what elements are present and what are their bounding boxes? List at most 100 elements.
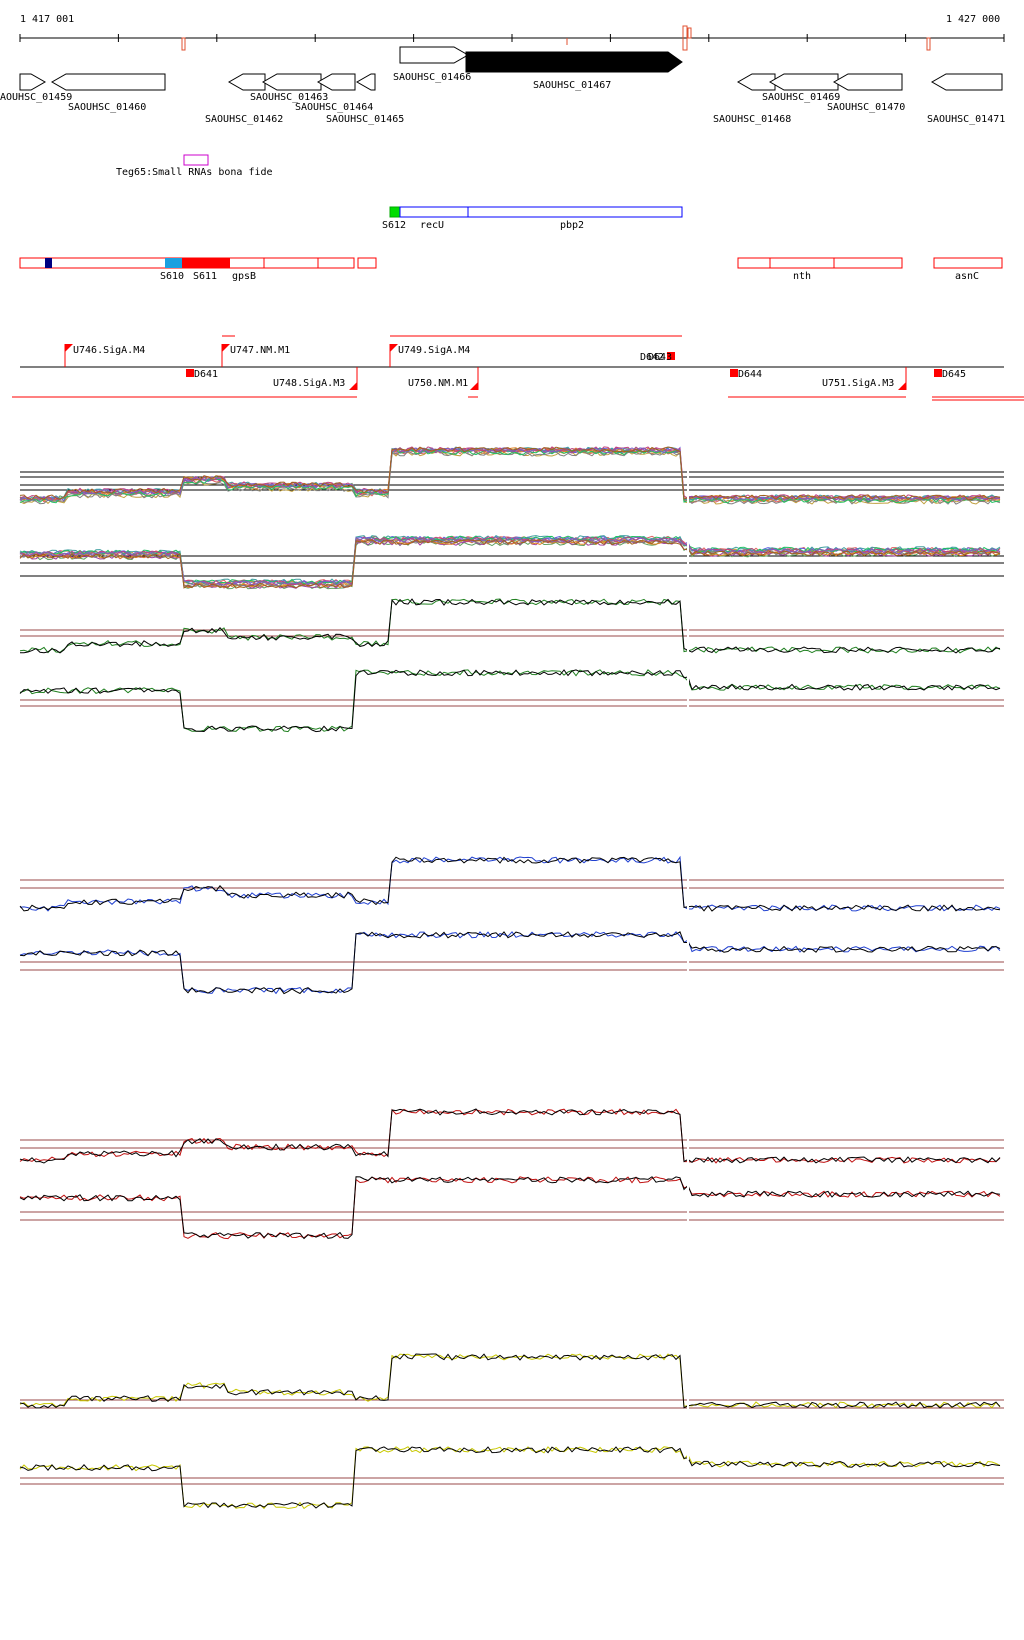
gene-arrow[interactable] [399, 46, 470, 64]
gene-arrow[interactable] [768, 73, 839, 91]
operon-label: gpsB [232, 271, 256, 282]
expression-line [19, 1353, 1001, 1409]
expression-line [19, 931, 1001, 995]
terminator-marker[interactable] [934, 369, 942, 377]
terminator-marker[interactable] [186, 369, 194, 377]
operon-segment-pbp2[interactable] [467, 206, 683, 218]
expression-line [19, 446, 1001, 501]
gene-label: SAOUHSC_01467 [533, 80, 611, 91]
expression-line [19, 856, 1001, 912]
srna-box[interactable] [183, 154, 209, 166]
gene-arrow[interactable] [227, 73, 266, 91]
terminator-marker[interactable] [730, 369, 738, 377]
operon-label: S612 [382, 220, 406, 231]
operon-segment-s612[interactable] [389, 206, 401, 218]
gene-arrow[interactable] [930, 73, 1003, 91]
expression-line [19, 598, 1001, 654]
expression-line [19, 536, 1001, 587]
gene-label: SAOUHSC_01471 [927, 114, 1005, 125]
gene-arrow[interactable] [50, 73, 166, 91]
ruler-ticks [19, 34, 1005, 42]
operon-segment-s611[interactable] [182, 258, 230, 268]
operon-label: asnC [955, 271, 979, 282]
gene-arrow[interactable] [19, 73, 47, 91]
operon-segment-recu[interactable] [399, 206, 469, 218]
promoter-label: U749.SigA.M4 [398, 345, 470, 356]
gene-label: SAOUHSC_01465 [326, 114, 404, 125]
gene-arrow[interactable] [465, 51, 683, 73]
expression-tracks [19, 440, 1004, 1510]
terminator-marker[interactable] [667, 352, 675, 360]
expression-line [19, 931, 1001, 995]
operon-label: pbp2 [560, 220, 584, 231]
terminator-label: D645 [942, 369, 966, 380]
expression-line [19, 1176, 1001, 1240]
promoter-label: U751.SigA.M3 [822, 378, 894, 389]
gene-arrow[interactable] [355, 73, 376, 91]
promoter-label: U746.SigA.M4 [73, 345, 145, 356]
gene-label: SAOUHSC_01470 [827, 102, 905, 113]
terminator-label: D644 [738, 369, 762, 380]
gene-arrow[interactable] [316, 73, 356, 91]
promoter-flag[interactable] [65, 344, 73, 352]
expression-line [19, 538, 1001, 589]
end-coordinate: 1 427 000 [946, 14, 1000, 25]
promoter-label: U748.SigA.M3 [273, 378, 345, 389]
promoter-label: U750.NM.M1 [408, 378, 468, 389]
expression-line [19, 448, 1001, 503]
operon-frame-asnc[interactable] [933, 257, 1003, 269]
expression-line [19, 598, 1001, 654]
gene-arrow[interactable] [832, 73, 903, 91]
expression-line [19, 449, 1001, 504]
start-coordinate: 1 417 001 [20, 14, 74, 25]
terminator-label: D642 [640, 352, 664, 363]
operon-label: nth [793, 271, 811, 282]
promoter-flag[interactable] [390, 344, 398, 352]
expression-line [19, 447, 1001, 502]
operon-track: S612 recU pbp2 S610 S611 gpsB nth asnC [19, 206, 1003, 282]
gene-arrow[interactable] [261, 73, 322, 91]
ruler-mark [181, 37, 186, 51]
operon-segment-s610[interactable] [165, 258, 182, 268]
expression-line [19, 855, 1001, 912]
expression-line [19, 539, 1001, 589]
operon-label: S611 [193, 271, 217, 282]
operon-label: S610 [160, 271, 184, 282]
gene-label: AOUHSC_01459 [0, 92, 72, 103]
expression-line [19, 537, 1001, 587]
promoter-terminator-track: U746.SigA.M4 U747.NM.M1 U749.SigA.M4 U748.S… [12, 335, 1024, 401]
promoter-flag[interactable] [222, 344, 230, 352]
operon-segment[interactable] [357, 257, 377, 269]
gene-label: SAOUHSC_01468 [713, 114, 791, 125]
gene-label: SAOUHSC_01462 [205, 114, 283, 125]
expression-line [19, 1446, 1001, 1509]
operon-label: recU [420, 220, 444, 231]
gene-label: SAOUHSC_01463 [250, 92, 328, 103]
terminator-label: D641 [194, 369, 218, 380]
ruler-mark [682, 25, 688, 51]
gene-label: SAOUHSC_01466 [393, 72, 471, 83]
gene-label: SAOUHSC_01469 [762, 92, 840, 103]
gene-arrow[interactable] [736, 73, 776, 91]
srna-label: Teg65:Small RNAs bona fide [116, 167, 273, 178]
promoter-flag[interactable] [349, 382, 357, 390]
coordinate-ruler: 1 417 001 1 427 000 [19, 14, 1005, 51]
promoter-flag[interactable] [898, 382, 906, 390]
ruler-highlight-marks [181, 25, 931, 51]
gene-label: SAOUHSC_01460 [68, 102, 146, 113]
expression-line [19, 669, 1001, 733]
expression-line [19, 1176, 1001, 1240]
expression-line [19, 1108, 1001, 1164]
promoter-label: U747.NM.M1 [230, 345, 290, 356]
ruler-mark [687, 27, 692, 39]
terminator-label: D643 [648, 352, 672, 363]
ruler-mark [926, 37, 931, 51]
operon-frame-nth[interactable] [737, 257, 903, 269]
operon-marker [45, 258, 52, 268]
expression-line [19, 669, 1001, 733]
promoter-flag[interactable] [470, 382, 478, 390]
srna-track: Teg65:Small RNAs bona fide [116, 154, 273, 178]
gene-label: SAOUHSC_01464 [295, 102, 373, 113]
